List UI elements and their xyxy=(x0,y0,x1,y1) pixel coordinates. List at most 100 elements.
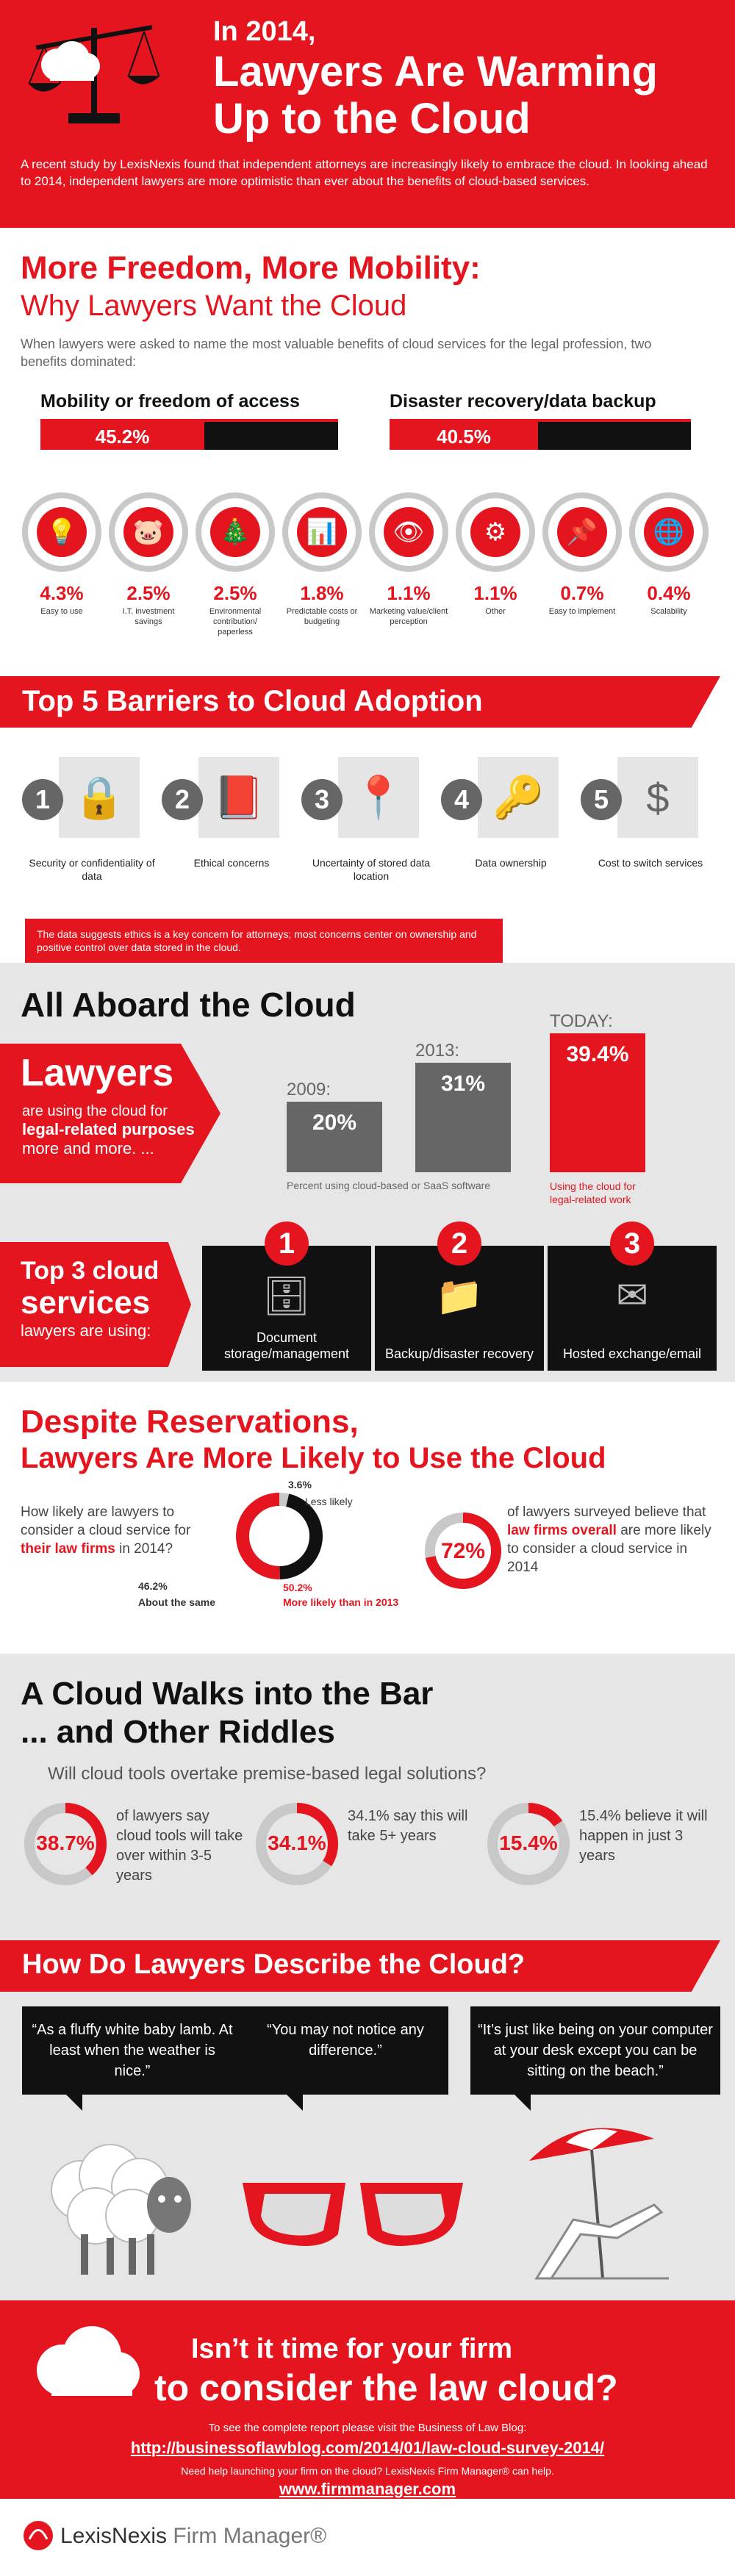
law-firms-text: of lawyers surveyed believe that law fir… xyxy=(507,1503,717,1576)
top-benefit-2-bar: 40.5% xyxy=(390,419,691,450)
despite-q1: How likely are lawyers to consider a clo… xyxy=(21,1504,191,1538)
services-title3: lawyers are using: xyxy=(21,1321,151,1340)
benefit-icon-circle: 👁 xyxy=(369,492,448,572)
riddle-ring-text: 15.4% believe it will happen in just 3 y… xyxy=(579,1808,708,1864)
benefit-value: 0.7% xyxy=(560,582,604,604)
barrier-icon-tile: 🔒 xyxy=(59,757,140,838)
benefit-label: Easy to implement xyxy=(548,607,616,616)
law-firms-text3: are more likely to consider a cloud serv… xyxy=(507,1523,711,1575)
benefit-icon-circle: 🌐 xyxy=(629,492,709,572)
top-benefit-1-bar: 45.2% xyxy=(40,419,338,450)
lawyers-sub2: legal-related purposes xyxy=(22,1120,195,1138)
beach-chair-umbrella-icon xyxy=(529,2128,669,2280)
service-label: Backup/disaster recovery xyxy=(384,1346,534,1361)
riddle-ring-value: 38.7% xyxy=(36,1831,95,1854)
riddles-title1: A Cloud Walks into the Bar xyxy=(21,1676,434,1712)
benefit-value: 2.5% xyxy=(126,582,171,604)
quote-lamb: “As a fluffy white baby lamb. At least w… xyxy=(22,2006,243,2111)
top-benefit-1-fill xyxy=(40,422,204,450)
header-title-line2: Lawyers Are Warming xyxy=(213,48,658,96)
less-likely-label: Less likely xyxy=(305,1496,353,1507)
tree-icon: 🎄 xyxy=(210,507,260,557)
riddles-title2: ... and Other Riddles xyxy=(21,1714,335,1750)
pushpin-icon: 📌 xyxy=(557,507,607,557)
lawyers-sub3: more and more. ... xyxy=(22,1139,154,1158)
folder-icon: 📁 xyxy=(435,1275,484,1318)
barrier-icon-tile: 🔑 xyxy=(478,757,559,838)
freedom-title: More Freedom, More Mobility: xyxy=(21,250,481,286)
describe-section: How Do Lawyers Describe the Cloud? “As a… xyxy=(0,1933,735,2300)
service-number: 2 xyxy=(437,1221,481,1266)
barrier-number: 4 xyxy=(441,779,482,820)
riddle-ring xyxy=(487,1803,570,1885)
same-label: About the same xyxy=(138,1596,216,1608)
benefit-value: 1.8% xyxy=(300,582,344,604)
barriers-section: Top 5 Barriers to Cloud Adoption 1 🔒 Secur… xyxy=(0,669,735,963)
money-bag-icon: $ xyxy=(646,774,670,821)
brand-name: LexisNexis xyxy=(60,2524,168,2548)
top-benefit-2-value: 40.5% xyxy=(437,426,491,448)
service-card: 1 🗄 Document storage/management xyxy=(202,1221,371,1371)
blog-link[interactable]: http://businessoflawblog.com/2014/01/law… xyxy=(130,2439,605,2457)
filing-cabinet-icon: 🗄 xyxy=(262,1275,311,1318)
barrier-label: Uncertainty of stored data location xyxy=(312,857,431,882)
benefit-value: 2.5% xyxy=(213,582,257,604)
ring-fill xyxy=(425,1513,501,1589)
riddle-ring-value: 34.1% xyxy=(268,1831,326,1854)
globe-icon: 🌐 xyxy=(644,507,694,557)
benefit-label: Easy to use xyxy=(40,607,83,616)
today-caption: Using the cloud for legal-related work xyxy=(550,1180,636,1205)
footer-help-text: Need help launching your firm on the clo… xyxy=(181,2465,554,2477)
despite-section: Despite Reservations, Lawyers Are More L… xyxy=(0,1382,735,1654)
donut-slice xyxy=(279,1493,290,1507)
aboard-title: All Aboard the Cloud xyxy=(21,986,356,1024)
law-firms-text2: law firms overall xyxy=(507,1523,617,1538)
lawyers-callout: Lawyers are using the cloud for legal-re… xyxy=(0,1044,220,1183)
sunglasses-icon xyxy=(243,2183,463,2246)
riddle-ring-value: 15.4% xyxy=(499,1831,558,1854)
brand-bar: LexisNexis Firm Manager® xyxy=(0,2499,735,2576)
gear-icon: ⚙ xyxy=(470,507,520,557)
header-title-line3: Up to the Cloud xyxy=(213,95,531,143)
services-callout: Top 3 cloud services lawyers are using: xyxy=(0,1242,191,1367)
services-title2: services xyxy=(21,1285,151,1321)
riddle-ring xyxy=(24,1803,107,1885)
benefit-value: 4.3% xyxy=(40,582,84,604)
freedom-section: More Freedom, More Mobility: Why Lawyers… xyxy=(0,228,735,669)
footer-section: Isn’t it time for your firm to consider … xyxy=(0,2300,735,2499)
header-intro: A recent study by LexisNexis found that … xyxy=(21,157,708,188)
benefit-label: Other xyxy=(485,607,506,616)
email-icon: ✉ xyxy=(616,1274,648,1317)
barrier-label: Cost to switch services xyxy=(598,857,703,869)
service-card: 3 ✉ Hosted exchange/email xyxy=(548,1221,717,1371)
product-name: Firm Manager® xyxy=(173,2524,327,2548)
barrier-icon-tile: 📕 xyxy=(198,757,279,838)
benefit-icon-circle: 📊 xyxy=(282,492,362,572)
benefit-value: 1.1% xyxy=(387,582,431,604)
lawyers-sub1: are using the cloud for xyxy=(22,1103,168,1119)
service-label: Document storage/management xyxy=(223,1330,350,1361)
barrier-label: Data ownership xyxy=(475,857,547,869)
less-likely-value: 3.6% xyxy=(288,1479,312,1490)
header-section: In 2014, Lawyers Are Warming Up to the C… xyxy=(0,0,735,228)
quote-beach: “It’s just like being on your computer a… xyxy=(470,2006,720,2111)
quote-glasses: “You may not notice any difference.” xyxy=(243,2006,448,2111)
footer-cta-line1: Isn’t it time for your firm xyxy=(191,2333,513,2364)
barrier-number: 2 xyxy=(162,779,203,820)
top-benefit-2-label: Disaster recovery/data backup xyxy=(390,391,656,412)
service-number: 3 xyxy=(610,1221,654,1266)
lawyers-label: Lawyers xyxy=(21,1052,174,1094)
freedom-intro: When lawyers were asked to name the most… xyxy=(21,337,652,369)
cloud-icon xyxy=(37,2326,140,2396)
barriers-title: Top 5 Barriers to Cloud Adoption xyxy=(0,676,720,728)
service-card: 2 📁 Backup/disaster recovery xyxy=(375,1221,544,1371)
barrier-icon-tile: 📍 xyxy=(338,757,419,838)
more-likely-label: More likely than in 2013 xyxy=(283,1596,399,1608)
barrier-label: Security or confidentiality of data xyxy=(29,857,155,882)
lamb-icon xyxy=(51,2144,191,2275)
firmmanager-link[interactable]: www.firmmanager.com xyxy=(279,2480,456,2498)
donut-slice xyxy=(236,1493,280,1579)
service-number: 1 xyxy=(265,1221,309,1266)
year-label: 2009: xyxy=(287,1080,331,1099)
despite-q3: in 2014? xyxy=(119,1541,173,1557)
